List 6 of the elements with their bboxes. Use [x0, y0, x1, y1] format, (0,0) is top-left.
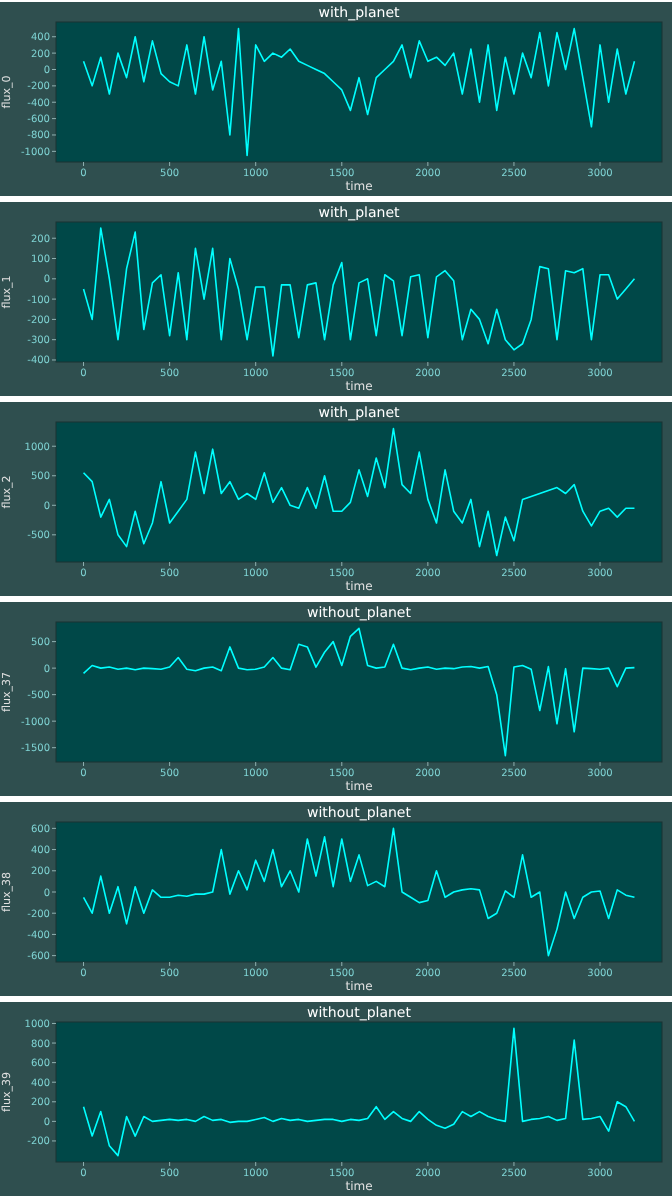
line-series [82, 827, 636, 957]
line-series [82, 627, 636, 757]
line-series [82, 27, 636, 157]
line-series [82, 427, 636, 557]
line-series [82, 1027, 636, 1157]
line-series [82, 227, 636, 357]
